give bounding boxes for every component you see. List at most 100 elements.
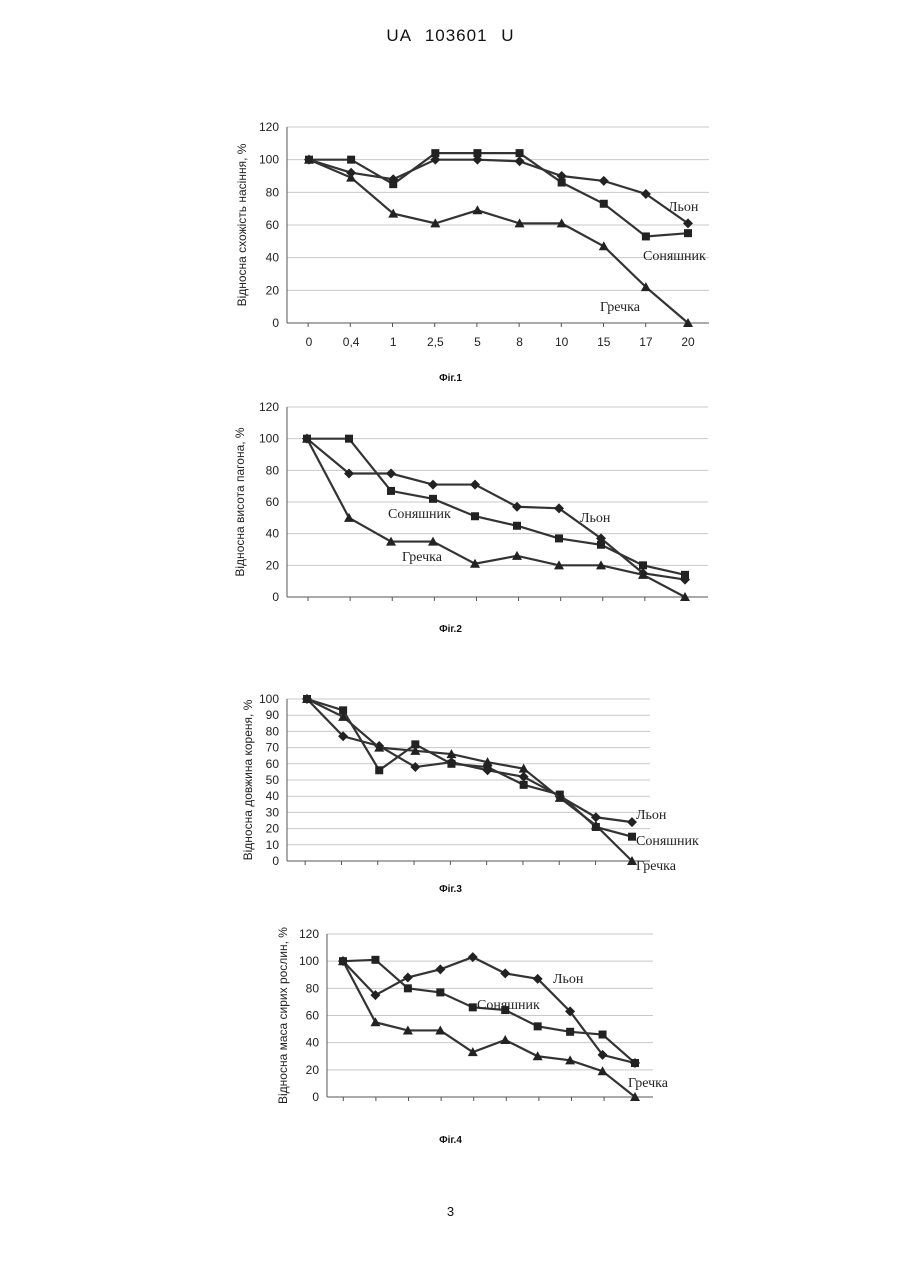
series-line-0 xyxy=(307,439,685,580)
series-0-point-3 xyxy=(410,762,420,772)
document-header: UA 103601 U xyxy=(0,26,901,46)
series-0-point-2 xyxy=(403,972,413,982)
series-2-point-0 xyxy=(338,956,348,965)
series-0-point-1 xyxy=(370,990,380,1000)
y-tick-label: 90 xyxy=(266,708,280,722)
series-2-point-8 xyxy=(638,570,648,579)
series-1-point-4 xyxy=(447,760,455,768)
y-tick-label: 20 xyxy=(306,1063,320,1077)
series-1-point-0 xyxy=(305,156,313,164)
y-tick-label: 50 xyxy=(266,773,280,787)
series-0-point-7 xyxy=(596,533,606,543)
series-1-point-1 xyxy=(347,156,355,164)
y-axis-label: Відносна довжина кореня, % xyxy=(241,699,255,860)
y-tick-label: 40 xyxy=(266,251,280,265)
y-tick-label: 120 xyxy=(259,120,279,134)
series-0-point-7 xyxy=(565,1006,575,1016)
series-1-point-9 xyxy=(631,1059,639,1067)
y-tick-label: 0 xyxy=(312,1090,319,1104)
figure-caption: Фіг.3 xyxy=(439,884,462,895)
y-tick-label: 20 xyxy=(266,558,280,572)
y-tick-label: 100 xyxy=(259,692,279,706)
series-0-point-6 xyxy=(554,503,564,513)
series-2-point-2 xyxy=(374,743,384,752)
series-line-1 xyxy=(307,439,685,575)
series-1-point-7 xyxy=(566,1028,574,1036)
y-tick-label: 120 xyxy=(299,927,319,941)
x-tick-label: 2,5 xyxy=(427,335,444,349)
series-2-point-6 xyxy=(519,764,529,773)
figure-caption: Фіг.2 xyxy=(439,624,462,635)
series-0-point-0 xyxy=(338,956,348,966)
series-2-point-6 xyxy=(533,1051,543,1060)
series-label-2: Гречка xyxy=(628,1076,669,1091)
series-0-point-9 xyxy=(627,817,637,827)
series-2-point-4 xyxy=(470,559,480,568)
chart-fig-3: 0102030405060708090100Відносна довжина к… xyxy=(241,692,699,895)
series-label-2: Гречка xyxy=(636,859,677,874)
y-tick-label: 80 xyxy=(306,981,320,995)
y-tick-label: 80 xyxy=(266,185,280,199)
figure-caption: Фіг.4 xyxy=(439,1135,462,1146)
series-0-point-7 xyxy=(599,176,609,186)
series-2-point-6 xyxy=(554,560,564,569)
series-0-point-5 xyxy=(512,502,522,512)
series-1-point-6 xyxy=(520,781,528,789)
series-0-point-9 xyxy=(683,218,693,228)
series-0-point-8 xyxy=(591,812,601,822)
figures-canvas: 02040608010012000,412,55810151720Відносн… xyxy=(0,0,901,1273)
series-label-1: Соняшник xyxy=(636,834,699,849)
x-tick-label: 0 xyxy=(306,335,313,349)
series-1-point-3 xyxy=(429,495,437,503)
y-tick-label: 60 xyxy=(266,757,280,771)
series-2-point-7 xyxy=(555,793,565,802)
series-0-point-2 xyxy=(388,174,398,184)
series-0-point-1 xyxy=(338,731,348,741)
series-line-0 xyxy=(343,957,635,1063)
series-line-1 xyxy=(309,153,688,236)
series-2-point-4 xyxy=(446,749,456,758)
series-1-point-7 xyxy=(556,791,564,799)
series-2-point-1 xyxy=(370,1017,380,1026)
series-2-point-8 xyxy=(598,1066,608,1075)
series-1-point-3 xyxy=(431,149,439,157)
series-0-point-3 xyxy=(430,155,440,165)
series-0-point-2 xyxy=(374,741,384,751)
series-2-point-5 xyxy=(512,551,522,560)
series-line-2 xyxy=(307,699,632,861)
series-0-point-3 xyxy=(435,964,445,974)
series-line-2 xyxy=(307,439,685,597)
x-tick-label: 5 xyxy=(474,335,481,349)
series-1-point-1 xyxy=(371,956,379,964)
series-1-point-8 xyxy=(592,823,600,831)
series-0-point-0 xyxy=(304,155,314,165)
series-2-point-3 xyxy=(410,746,420,755)
y-tick-label: 70 xyxy=(266,741,280,755)
series-2-point-8 xyxy=(641,282,651,291)
series-1-point-4 xyxy=(471,512,479,520)
series-1-point-3 xyxy=(436,988,444,996)
series-0-point-9 xyxy=(680,575,690,585)
series-0-point-1 xyxy=(346,168,356,178)
series-0-point-4 xyxy=(468,952,478,962)
series-line-2 xyxy=(309,160,688,323)
chart-fig-2: 020406080100120Відносна висота пагона, %… xyxy=(233,400,708,635)
x-tick-label: 17 xyxy=(639,335,653,349)
series-0-point-8 xyxy=(638,568,648,578)
series-2-point-3 xyxy=(435,1025,445,1034)
series-0-point-7 xyxy=(555,791,565,801)
series-label-1: Соняшник xyxy=(643,249,706,264)
x-tick-label: 0,4 xyxy=(343,335,360,349)
series-1-point-2 xyxy=(389,180,397,188)
series-2-point-1 xyxy=(344,513,354,522)
y-tick-label: 60 xyxy=(306,1009,320,1023)
chart-fig-1: 02040608010012000,412,55810151720Відносн… xyxy=(235,120,709,384)
series-2-point-9 xyxy=(680,592,690,601)
series-1-point-0 xyxy=(339,957,347,965)
y-tick-label: 100 xyxy=(259,153,279,167)
series-label-2: Гречка xyxy=(600,300,641,315)
series-0-point-0 xyxy=(302,694,312,704)
series-0-point-2 xyxy=(386,469,396,479)
y-tick-label: 100 xyxy=(299,954,319,968)
y-tick-label: 20 xyxy=(266,822,280,836)
